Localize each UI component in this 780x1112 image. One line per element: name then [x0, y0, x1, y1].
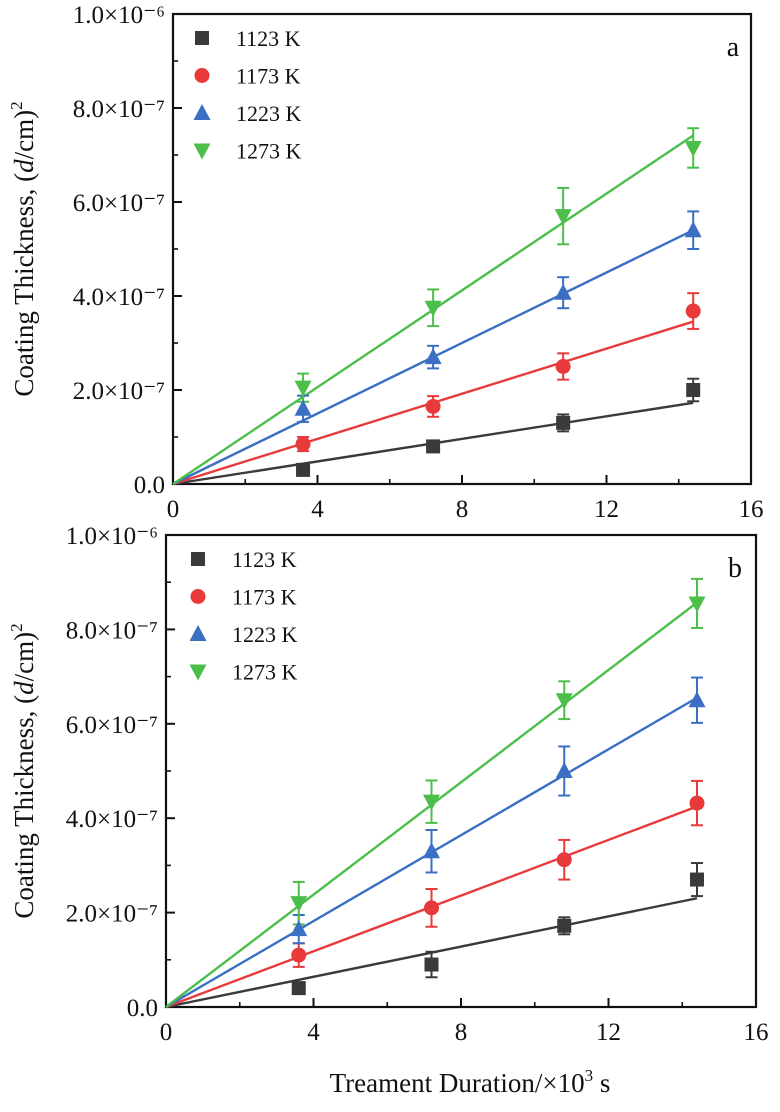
data-points [294, 140, 702, 477]
legend-label: 1273 K [236, 139, 302, 164]
legend-label: 1173 K [236, 64, 301, 89]
y-axis-label: Coating Thickness, (d/cm)2 [7, 623, 39, 918]
data-point [688, 596, 706, 613]
data-point [424, 300, 442, 317]
data-point [295, 436, 311, 452]
data-point [290, 920, 308, 937]
x-tick-label: 4 [311, 496, 324, 523]
panel-a: 0 4 8 12 16 0.0 2.0×10⁻⁷ 4.0×10⁻⁷ 6.0×10⁻⁷ 8.0×10… [7, 2, 764, 523]
x-tick-label: 16 [739, 496, 764, 523]
y-tick-label: 8.0×10⁻⁷ [66, 617, 158, 644]
error-bars [292, 577, 703, 995]
legend-label: 1123 K [236, 26, 301, 51]
legend-label: 1223 K [232, 622, 298, 647]
data-point [556, 415, 571, 430]
data-point [424, 900, 439, 916]
y-tick-label: 0.0 [134, 472, 165, 499]
legend-marker [194, 68, 210, 83]
data-point [423, 794, 440, 811]
data-point [555, 359, 571, 374]
error-bars [297, 127, 700, 476]
legend-marker [190, 589, 206, 604]
data-point [689, 795, 705, 811]
data-point [296, 462, 311, 477]
axis-ticks: 0 4 8 12 16 0.0 2.0×10⁻⁷ 4.0×10⁻⁷ 6.0×10⁻⁷ 8.0×10… [66, 523, 769, 1046]
data-point [688, 691, 706, 708]
y-tick-label: 6.0×10⁻⁷ [66, 712, 158, 739]
data-point [685, 303, 701, 319]
svg-text:Coating Thickness, (d/cm)2: Coating Thickness, (d/cm)2 [7, 623, 39, 918]
y-tick-label: 6.0×10⁻⁷ [73, 190, 165, 217]
legend-marker [193, 143, 211, 160]
y-tick-label: 4.0×10⁻⁷ [73, 284, 165, 311]
legend-label: 1123 K [232, 547, 297, 572]
data-point [690, 872, 704, 887]
svg-text:Treament Duration/×103 s: Treament Duration/×103 s [330, 1066, 611, 1098]
legend: 1123 K 1173 K 1223 K 1273 K [189, 547, 298, 685]
legend-label: 1273 K [232, 660, 298, 685]
data-point [290, 896, 308, 913]
panel-label-b: b [728, 553, 742, 584]
legend-marker [195, 31, 209, 45]
data-point [425, 398, 441, 414]
data-point [423, 842, 440, 859]
data-point [554, 283, 572, 300]
data-point [294, 399, 312, 416]
data-point [291, 947, 307, 963]
legend-label: 1173 K [232, 585, 297, 610]
data-point [555, 693, 573, 710]
svg-text:Coating Thickness, (d/cm)2: Coating Thickness, (d/cm)2 [7, 101, 39, 396]
panel-b: 0 4 8 12 16 0.0 2.0×10⁻⁷ 4.0×10⁻⁷ 6.0×10⁻⁷ 8.0×10… [7, 523, 769, 1046]
x-tick-label: 0 [160, 1019, 173, 1046]
x-tick-label: 12 [596, 1019, 621, 1046]
data-point [684, 221, 702, 238]
data-point [291, 981, 306, 996]
y-tick-label: 1.0×10⁻⁶ [73, 2, 165, 29]
legend-label: 1223 K [236, 101, 302, 126]
x-tick-label: 0 [167, 496, 180, 523]
legend-marker [189, 664, 207, 681]
data-point [554, 209, 572, 226]
data-points [290, 596, 706, 996]
panel-label-a: a [727, 32, 740, 63]
y-tick-label: 2.0×10⁻⁷ [73, 378, 165, 405]
x-tick-label: 8 [456, 496, 469, 523]
data-point [556, 852, 572, 868]
y-tick-label: 8.0×10⁻⁷ [73, 96, 165, 123]
x-axis-label: Treament Duration/×103 s [330, 1066, 611, 1098]
y-axis-label: Coating Thickness, (d/cm)2 [7, 101, 39, 396]
data-point [555, 762, 573, 778]
data-point [294, 380, 312, 397]
y-tick-label: 1.0×10⁻⁶ [66, 523, 158, 550]
legend: 1123 K 1173 K 1223 K 1273 K [193, 26, 302, 164]
data-point [424, 957, 439, 972]
data-point [426, 439, 441, 454]
data-point [424, 348, 442, 365]
data-point [557, 918, 572, 933]
y-tick-label: 4.0×10⁻⁷ [66, 806, 158, 833]
x-tick-label: 16 [744, 1019, 769, 1046]
y-tick-label: 2.0×10⁻⁷ [66, 901, 158, 928]
legend-marker [193, 104, 211, 120]
legend-marker [191, 552, 205, 566]
data-point [686, 383, 701, 397]
x-tick-label: 4 [307, 1019, 320, 1046]
legend-marker [189, 625, 207, 641]
x-tick-label: 8 [455, 1019, 468, 1046]
x-tick-label: 12 [594, 496, 619, 523]
axis-ticks: 0 4 8 12 16 0.0 2.0×10⁻⁷ 4.0×10⁻⁷ 6.0×10⁻⁷ 8.0×10… [73, 2, 764, 523]
data-point [684, 140, 702, 157]
y-tick-label: 0.0 [127, 995, 158, 1022]
